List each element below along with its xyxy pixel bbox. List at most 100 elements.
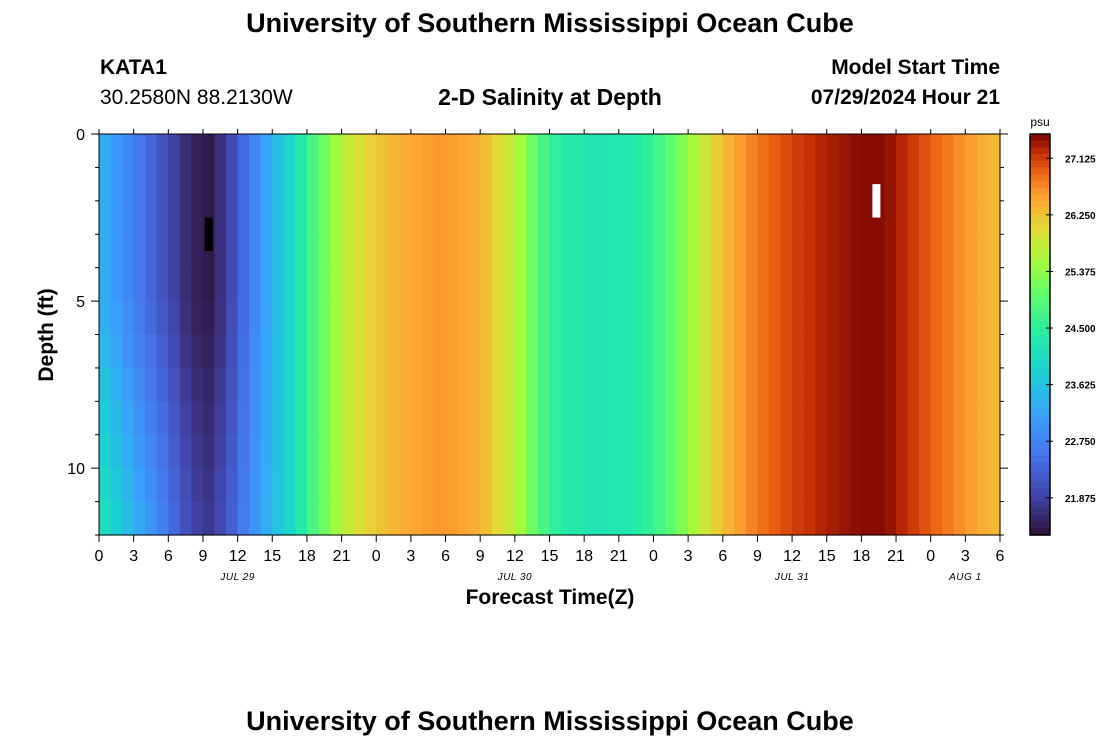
heatmap-cell [607,401,620,436]
heatmap-cell [364,267,377,302]
heatmap-cell [607,234,620,269]
heatmap-cell [179,134,193,169]
heatmap-cell [387,134,400,169]
colorbar-segment [1030,167,1050,175]
heatmap-cell [318,234,331,269]
heatmap-cell [191,267,204,302]
heatmap-cell [896,267,909,302]
heatmap-cell [815,334,828,369]
heatmap-cell [919,200,932,235]
heatmap-cell [445,134,458,169]
heatmap-cell [630,301,643,336]
heatmap-cell [722,367,735,402]
heatmap-cell [607,200,620,235]
heatmap-cell [306,367,320,402]
heatmap-cell [803,200,816,235]
heatmap-cell [976,334,990,369]
heatmap-cell [110,234,123,269]
heatmap-cell [780,367,793,402]
heatmap-cell [457,167,470,202]
colorbar-segment [1030,521,1050,529]
heatmap-cell [665,267,678,302]
heatmap-cell [768,468,782,503]
heatmap-cell [514,468,527,503]
heatmap-cell [757,301,770,336]
colorbar-segment [1030,488,1050,496]
heatmap-cell [734,434,747,469]
heatmap-cell [595,501,608,536]
heatmap-cell [376,301,389,336]
heatmap-cell [953,468,966,503]
heatmap-cell [491,501,504,536]
heatmap-cell [318,367,331,402]
heatmap-cell [607,301,620,336]
heatmap-cell [503,134,516,169]
heatmap-cell [907,434,920,469]
model-start-label: Model Start Time [831,56,1000,79]
colorbar-tick-label: 25.375 [1065,267,1096,278]
colorbar-segment [1030,180,1050,189]
heatmap-cell [156,367,169,402]
heatmap-cell [330,367,343,402]
heatmap-cell [214,267,227,302]
heatmap-cell [549,401,562,436]
heatmap-cell [433,334,447,369]
heatmap-cell [757,334,770,369]
heatmap-cell [295,234,308,269]
heatmap-cell [399,501,412,536]
heatmap-cell [468,134,481,169]
heatmap-cell [618,134,631,169]
heatmap-cell [861,501,874,536]
heatmap-cell [491,234,504,269]
heatmap-cell [803,267,816,302]
colorbar-segment [1030,260,1050,269]
heatmap-cell [202,301,216,336]
heatmap-cell [445,501,458,536]
heatmap-cell [768,501,782,536]
heatmap-cell [387,501,400,536]
heatmap-cell [942,234,955,269]
heatmap-cell [202,401,216,436]
heatmap-cell [387,234,400,269]
heatmap-cell [595,401,608,436]
heatmap-cell [457,468,470,503]
heatmap-cell [191,501,204,536]
heatmap-cell [156,401,169,436]
heatmap-cell [561,367,574,402]
heatmap-cell [849,301,862,336]
heatmap-cell [514,200,527,235]
colorbar-segment [1030,347,1050,356]
heatmap-cell [988,501,1001,536]
heatmap-cell [630,334,643,369]
heatmap-cell [237,267,250,302]
date-label: JUL 29 [219,572,255,583]
heatmap-cell [665,334,678,369]
heatmap-cell [214,167,227,202]
colorbar-segment [1030,134,1050,142]
heatmap-cell [849,401,862,436]
heatmap-cell [214,301,227,336]
heatmap-cell [826,401,839,436]
heatmap-cell [422,234,435,269]
colorbar-segment [1030,461,1050,469]
heatmap-cell [688,367,701,402]
heatmap-cell [445,468,458,503]
heatmap-cell [976,468,990,503]
heatmap-cell [237,167,250,202]
heatmap-cell [618,367,631,402]
heatmap-cell [249,468,262,503]
heatmap-cell [133,200,146,235]
heatmap-cell [607,434,620,469]
heatmap-cell [122,434,135,469]
heatmap-cell [422,434,435,469]
heatmap-cell [156,334,169,369]
heatmap-cell [549,167,562,202]
heatmap-cell [584,434,597,469]
x-tick-label: 18 [852,548,870,565]
colorbar-segment [1030,240,1050,249]
heatmap-cell [734,167,747,202]
heatmap-cell [468,167,481,202]
heatmap-cell [907,167,920,202]
heatmap-cell [907,234,920,269]
heatmap-cell [780,434,793,469]
